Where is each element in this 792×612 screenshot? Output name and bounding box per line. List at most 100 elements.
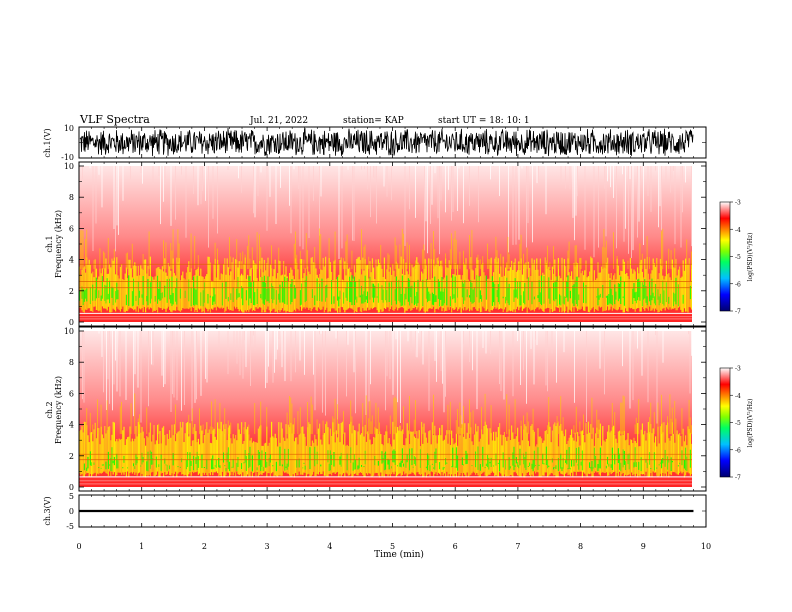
spectrum-yellow <box>509 440 511 476</box>
spectrum-yellow <box>659 426 661 474</box>
spectrum-spike <box>557 421 559 434</box>
spectrum-yellow <box>110 267 112 313</box>
spectrum-yellow <box>671 422 673 473</box>
spectrum-yellow <box>286 438 288 474</box>
spectrum-yellow <box>133 441 135 473</box>
spectrum-green <box>316 451 318 465</box>
spectrum-yellow <box>454 442 456 474</box>
spectrum-yellow <box>199 444 201 474</box>
spectrum-spike <box>424 258 426 269</box>
spectrum-streak <box>547 331 548 392</box>
spectrum-green <box>683 459 685 469</box>
spectrum-yellow <box>691 264 692 310</box>
spectrum-spike <box>575 406 577 434</box>
spectrum-spike <box>671 407 673 434</box>
spectrum-streak <box>176 331 178 401</box>
spectrum-green <box>125 294 127 306</box>
spectrum-green <box>446 462 448 464</box>
spectrum-yellow <box>307 266 309 308</box>
spectrum-yellow <box>212 430 214 476</box>
spectrum-green <box>491 276 493 306</box>
spectrum-green <box>236 462 238 472</box>
spectrum-yellow <box>567 440 569 476</box>
spectrum-yellow <box>320 439 322 475</box>
spectrum-green <box>250 282 252 304</box>
spectrum-green <box>171 276 173 307</box>
spectrum-spike <box>459 402 461 434</box>
spectrum-yellow <box>232 257 234 311</box>
spectrum-yellow <box>669 277 671 308</box>
spectrum-green <box>353 454 355 470</box>
spectrum-green <box>304 465 306 470</box>
spectrum-yellow <box>501 445 503 476</box>
spectrum-green <box>628 453 630 470</box>
spectrum-green <box>635 462 637 468</box>
spectrum-green <box>596 296 598 298</box>
spectrum-yellow <box>663 422 665 477</box>
spectrum-streak <box>347 166 349 170</box>
spectrum-streak <box>656 331 658 424</box>
spectrum-green <box>350 281 352 303</box>
spectrum-yellow <box>386 431 388 475</box>
spectrum-yellow <box>233 438 235 473</box>
spectrum-streak <box>227 331 229 375</box>
spectrum-green <box>196 451 198 471</box>
spectrum-green <box>627 454 629 465</box>
spectrum-yellow <box>675 433 677 474</box>
spectrum-green <box>464 280 466 301</box>
spectrum-streak <box>236 331 238 364</box>
spectrum-green <box>689 285 691 300</box>
spectrum-yellow <box>544 257 546 309</box>
spectrum-yellow <box>460 279 462 313</box>
spectrum-yellow <box>319 423 321 473</box>
spectrum-yellow <box>163 426 165 477</box>
spectrum-yellow <box>460 427 462 474</box>
spectrum-spike <box>623 396 625 434</box>
spectrum-yellow <box>106 430 108 474</box>
spectrum-green <box>385 281 387 301</box>
spectrum-green <box>367 291 369 304</box>
spectrum-yellow <box>255 442 257 477</box>
spectrum-green <box>562 281 564 304</box>
spectrum-green <box>309 447 311 470</box>
spectrum-yellow <box>220 421 222 478</box>
spectrum-streak <box>439 166 440 255</box>
spectrum-green <box>382 458 384 463</box>
spectrum-yellow <box>281 428 283 476</box>
spectrum-yellow <box>608 273 610 311</box>
spectrum-yellow <box>517 427 519 476</box>
spectrum-yellow <box>367 431 369 475</box>
spectrum-green <box>293 285 295 299</box>
spectrum-streak <box>536 166 538 184</box>
spectrum-green <box>403 463 405 467</box>
spectrum-yellow <box>296 262 298 309</box>
spectrum-streak <box>233 331 235 349</box>
spectrum-green <box>643 284 645 300</box>
spectrum-green <box>232 458 234 468</box>
spectrum-green <box>566 281 568 298</box>
spectrum-green <box>662 457 664 464</box>
spectrum-streak <box>148 331 149 407</box>
spectrum-streak <box>415 166 416 218</box>
spectrum-yellow <box>175 441 177 472</box>
spectrum-green <box>86 288 88 302</box>
spectrum-yellow <box>571 271 573 312</box>
spectrum-green <box>578 447 580 470</box>
spectrum-yellow <box>266 426 268 477</box>
spectrum-spike <box>597 419 599 434</box>
spectrum-green <box>623 281 625 306</box>
spectrum-streak <box>376 166 377 224</box>
spectrum-yellow <box>253 441 255 473</box>
spectrum-green <box>493 465 495 467</box>
spectrum-green <box>345 287 347 298</box>
spectrum-green <box>261 276 263 300</box>
spectrum-yellow <box>218 264 220 308</box>
spectrum-green <box>693 291 694 304</box>
spectrum-streak <box>370 331 371 385</box>
spectrum-streak <box>632 166 634 251</box>
spectrum-yellow <box>520 425 522 478</box>
spectrum-green <box>409 279 411 306</box>
spectrum-yellow <box>341 279 343 308</box>
spectrum-green <box>353 276 355 306</box>
spectrum-yellow <box>592 427 594 478</box>
